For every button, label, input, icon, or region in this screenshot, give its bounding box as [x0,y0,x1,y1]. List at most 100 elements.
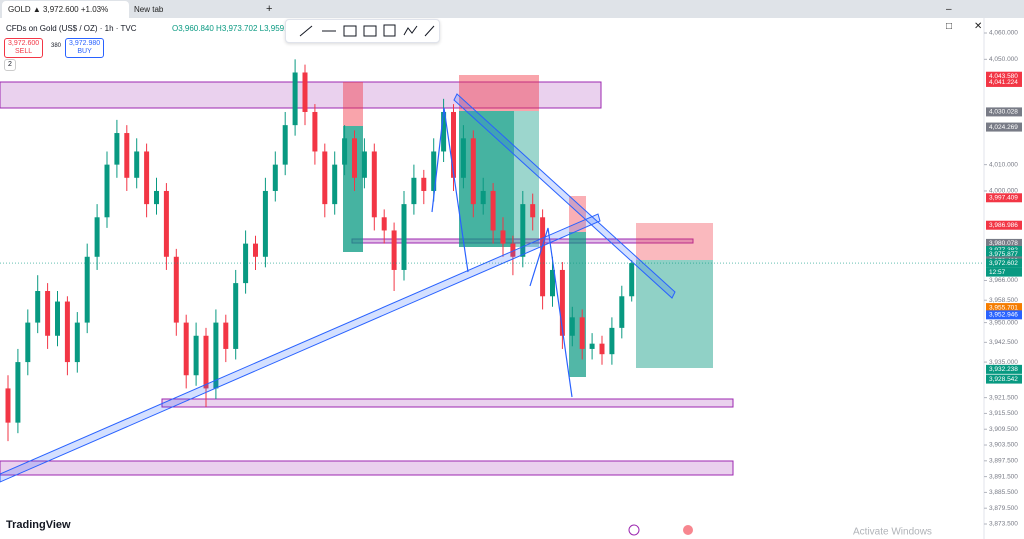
candle-body [163,190,169,257]
stop-zone [459,75,539,111]
zone [351,238,694,244]
candle-body [193,335,199,376]
tool-icon[interactable] [343,25,357,37]
candle-body [431,151,437,191]
candle-body [371,151,377,218]
y-tick-label: 3,879.500 [989,505,1018,512]
candle-body [272,164,278,191]
candle-body [470,138,476,205]
price-tag-label: 3,997.409 [989,195,1018,202]
candle-body [322,151,328,205]
price-tag-label: 3,955.701 [989,304,1018,311]
tab-title: GOLD ▲ 3,972.600 +1.03% [8,5,109,14]
logo: TradingView [6,519,71,531]
target-zone [514,111,539,247]
path-arrow [431,107,469,273]
tab-title: New tab [134,5,164,14]
y-tick-label: 4,000.000 [989,188,1018,195]
target-zone [459,111,514,247]
candle-body [361,151,367,178]
y-tick-label: 4,010.000 [989,161,1018,168]
candle-body [104,164,110,218]
candle-body [421,177,427,191]
candle-body [243,243,249,284]
price-tag [986,77,1022,87]
price-tag-label: 3,952.946 [989,312,1018,319]
candle-body [114,133,120,165]
price-tag [986,71,1022,81]
candle-body [500,230,506,244]
y-tick-label: 3,903.500 [989,442,1018,449]
buy-button[interactable]: 3,972.980 BUY [65,38,105,58]
tool-icon[interactable] [299,25,313,37]
countdown-bg [986,267,1022,277]
candles [5,59,635,442]
candle-body [173,256,179,323]
price-tag-label: 3,977.382 [989,247,1018,254]
price-tag-label: 4,024.269 [989,124,1018,131]
candle-body [213,322,219,389]
price-tag-label: 3,986.986 [989,222,1018,229]
label: BUY [77,48,92,55]
candle-body [302,72,308,112]
candle-body [510,243,516,257]
price-tag-label: 3,973.430 [989,258,1018,265]
icon[interactable] [628,524,640,536]
candle-body [124,133,130,178]
tool-icon[interactable] [403,25,418,36]
window-controls[interactable]: –□✕ [946,4,1005,32]
candle-body [451,111,456,178]
y-tick-label: 3,915.500 [989,410,1018,417]
spread: 380 [51,43,62,49]
candle-body [312,111,318,152]
new-tab-button[interactable]: + [266,3,273,15]
y-tick-label: 3,891.500 [989,473,1018,480]
y-tick-label: 3,885.500 [989,489,1018,496]
candle-body [441,111,447,152]
icon[interactable] [683,525,693,535]
price-tag-label: 3,972.602 [989,260,1018,267]
candle-body [64,301,70,363]
tab[interactable]: New tab [128,1,260,18]
candle-body [352,138,357,178]
candle-body [411,177,417,205]
price-tag [986,249,1022,259]
price-tag-label: 4,030.028 [989,109,1018,116]
candle-body [5,388,11,423]
tab[interactable]: GOLD ▲ 3,972.600 +1.03% [2,1,129,18]
price: 3,972.600 [8,40,40,47]
sell-button[interactable]: 3,972.600 SELL [4,38,44,58]
candle-body [154,190,159,205]
candle-body [55,301,60,336]
candle-body [94,217,100,257]
y-tick-label: 3,935.000 [989,359,1018,366]
candle-body [292,72,298,126]
stop-zone [569,196,586,232]
candle-body [223,322,229,349]
zone [161,398,734,408]
candle-body [589,343,595,349]
tool-icon[interactable] [383,24,396,37]
tab-bar: GOLD ▲ 3,972.600 +1.03% New tab + –□✕ [0,0,1024,32]
trend-channel [453,93,676,299]
tool-icon[interactable] [424,25,435,37]
candle-body [342,138,348,165]
price-tag [986,107,1022,117]
candle-body [401,204,407,270]
y-tick-label: 3,958.500 [989,297,1018,304]
price-tag [986,238,1022,248]
price-tag [986,310,1022,320]
price-tag-label: 4,041.224 [989,79,1018,86]
watermark: Activate Windows [853,527,932,538]
candle-body [134,151,140,178]
indicators-toggle[interactable]: 2 [4,59,16,71]
tool-icon[interactable] [363,25,377,37]
path-arrow [529,227,573,398]
candle-body [74,322,80,363]
y-tick-label: 3,950.000 [989,319,1018,326]
candle-body [609,327,615,355]
trend-channel [0,213,601,483]
y-tick-label: 4,050.000 [989,56,1018,63]
y-tick-label: 3,921.500 [989,394,1018,401]
